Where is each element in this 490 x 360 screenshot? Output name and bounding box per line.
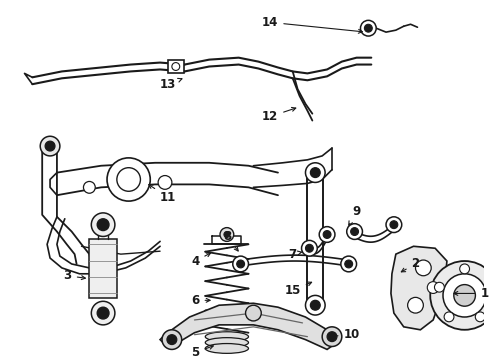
- Circle shape: [40, 136, 60, 156]
- Circle shape: [233, 256, 248, 272]
- Circle shape: [167, 335, 177, 345]
- Text: 11: 11: [148, 185, 176, 204]
- Ellipse shape: [205, 338, 248, 347]
- Circle shape: [45, 141, 55, 151]
- Circle shape: [386, 217, 402, 233]
- Text: 4: 4: [191, 253, 211, 267]
- Circle shape: [158, 176, 172, 189]
- Circle shape: [435, 282, 444, 292]
- Circle shape: [327, 332, 337, 342]
- Text: 9: 9: [349, 206, 361, 225]
- Circle shape: [361, 21, 376, 36]
- Circle shape: [305, 244, 313, 252]
- Circle shape: [460, 264, 469, 274]
- Polygon shape: [391, 246, 447, 330]
- Circle shape: [245, 305, 261, 321]
- Circle shape: [365, 24, 372, 32]
- Circle shape: [319, 227, 335, 242]
- Text: 2: 2: [401, 257, 419, 272]
- Circle shape: [345, 260, 353, 268]
- Ellipse shape: [205, 332, 248, 342]
- Text: 1: 1: [454, 287, 489, 300]
- Circle shape: [322, 327, 342, 346]
- Circle shape: [443, 274, 486, 317]
- Text: 14: 14: [262, 16, 363, 33]
- FancyBboxPatch shape: [168, 60, 184, 73]
- Text: 7: 7: [289, 248, 302, 261]
- Circle shape: [390, 221, 398, 229]
- Circle shape: [454, 285, 475, 306]
- Circle shape: [310, 300, 320, 310]
- Circle shape: [97, 219, 109, 230]
- Text: 8: 8: [223, 230, 238, 251]
- Circle shape: [475, 312, 485, 322]
- Circle shape: [310, 168, 320, 177]
- Circle shape: [83, 181, 95, 193]
- Circle shape: [91, 301, 115, 325]
- Text: 6: 6: [191, 294, 210, 307]
- Polygon shape: [160, 303, 337, 350]
- Circle shape: [341, 256, 357, 272]
- Circle shape: [237, 260, 245, 268]
- Circle shape: [224, 231, 230, 238]
- Circle shape: [220, 228, 234, 241]
- Circle shape: [117, 168, 141, 191]
- Text: 15: 15: [285, 282, 312, 297]
- Circle shape: [162, 330, 182, 350]
- Circle shape: [444, 312, 454, 322]
- Text: 13: 13: [160, 78, 182, 91]
- Ellipse shape: [205, 343, 248, 354]
- Polygon shape: [89, 239, 117, 298]
- Text: 10: 10: [331, 328, 360, 341]
- Circle shape: [351, 228, 359, 235]
- Circle shape: [347, 224, 363, 239]
- Circle shape: [305, 163, 325, 183]
- Circle shape: [485, 282, 490, 292]
- Circle shape: [408, 297, 423, 313]
- Circle shape: [427, 282, 439, 293]
- Text: 3: 3: [64, 269, 85, 282]
- Circle shape: [172, 63, 180, 71]
- Circle shape: [430, 261, 490, 330]
- Circle shape: [323, 230, 331, 238]
- Circle shape: [301, 240, 317, 256]
- Circle shape: [416, 260, 431, 276]
- Circle shape: [305, 296, 325, 315]
- Text: 12: 12: [262, 107, 296, 123]
- Circle shape: [91, 213, 115, 237]
- Circle shape: [107, 158, 150, 201]
- Text: 5: 5: [191, 345, 213, 359]
- Circle shape: [97, 307, 109, 319]
